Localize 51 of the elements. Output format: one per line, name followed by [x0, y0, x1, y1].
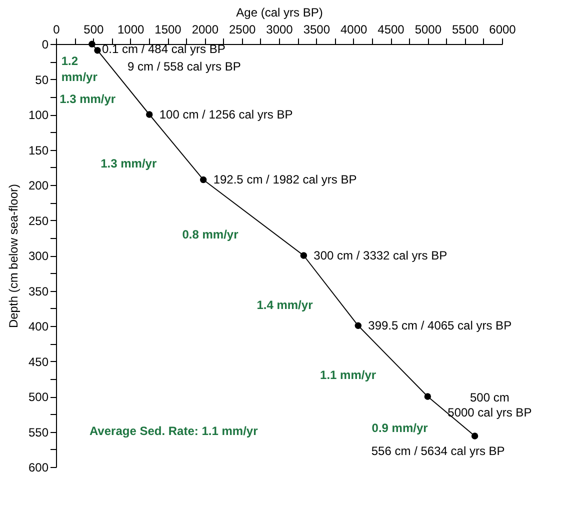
annotation: 399.5 cm / 4065 cal yrs BP [368, 318, 512, 333]
point [424, 393, 432, 400]
x-tick-label: 0 [53, 22, 60, 36]
annotation: 500 cm 5000 cal yrs BP [448, 390, 532, 420]
y-axis-title: Depth (cm below sea-floor) [6, 184, 20, 328]
x-tick-label: 3000 [266, 22, 294, 36]
point [94, 47, 101, 54]
point [146, 111, 153, 118]
point [471, 432, 478, 440]
y-tick-label: 150 [28, 143, 49, 158]
annotation: 100 cm / 1256 cal yrs BP [159, 108, 293, 122]
annotation: 192.5 cm / 1982 cal yrs BP [213, 172, 357, 187]
x-tick-label: 4500 [378, 22, 405, 36]
y-tick-label: 50 [35, 72, 49, 87]
x-tick-label: 5500 [452, 22, 480, 36]
y-tick-label: 450 [28, 354, 49, 369]
y-tick-label: 300 [28, 249, 49, 263]
x-tick-label: 6000 [489, 22, 516, 36]
annotation: 1.3 mm/yr [100, 156, 157, 171]
x-tick-label: 2000 [192, 22, 219, 36]
annotation: 300 cm / 3332 cal yrs BP [314, 248, 448, 262]
x-tick-label: 3500 [303, 22, 330, 36]
point [354, 322, 362, 329]
y-tick-label: 350 [28, 284, 49, 298]
annotation: 9 cm / 558 cal yrs BP [127, 59, 241, 74]
x-tick-label: 2500 [228, 22, 256, 36]
x-tick-label: 1000 [117, 22, 145, 36]
y-tick-label: 250 [28, 214, 49, 228]
annotation: 0.9 mm/yr [372, 421, 428, 436]
x-tick-label: 4000 [340, 22, 368, 36]
point [88, 40, 96, 48]
point [300, 252, 308, 259]
y-tick-label: 550 [28, 425, 49, 440]
y-tick-label: 100 [28, 108, 49, 122]
x-tick-label: 1500 [154, 22, 182, 36]
annotation: Average Sed. Rate: 1.1 mm/yr [89, 424, 258, 438]
x-axis-title: Age (cal yrs BP) [236, 6, 323, 20]
x-tick-label: 5000 [414, 22, 442, 36]
y-tick-label: 600 [28, 460, 49, 474]
x-tick-label: 500 [84, 22, 104, 36]
annotation: 1.4 mm/yr [256, 298, 314, 312]
annotation: 556 cm / 5634 cal yrs BP [371, 444, 505, 458]
annotation: 1.1 mm/yr [320, 368, 376, 382]
annotation: 0.8 mm/yr [182, 227, 239, 242]
y-tick-label: 200 [28, 178, 49, 192]
y-tick-label: 400 [28, 320, 49, 334]
annotation: 1.3 mm/yr [60, 92, 116, 106]
point [200, 176, 207, 184]
y-tick-label: 0 [42, 38, 49, 52]
annotation: 1.2 mm/yr [61, 54, 98, 84]
y-tick-label: 500 [28, 390, 49, 404]
